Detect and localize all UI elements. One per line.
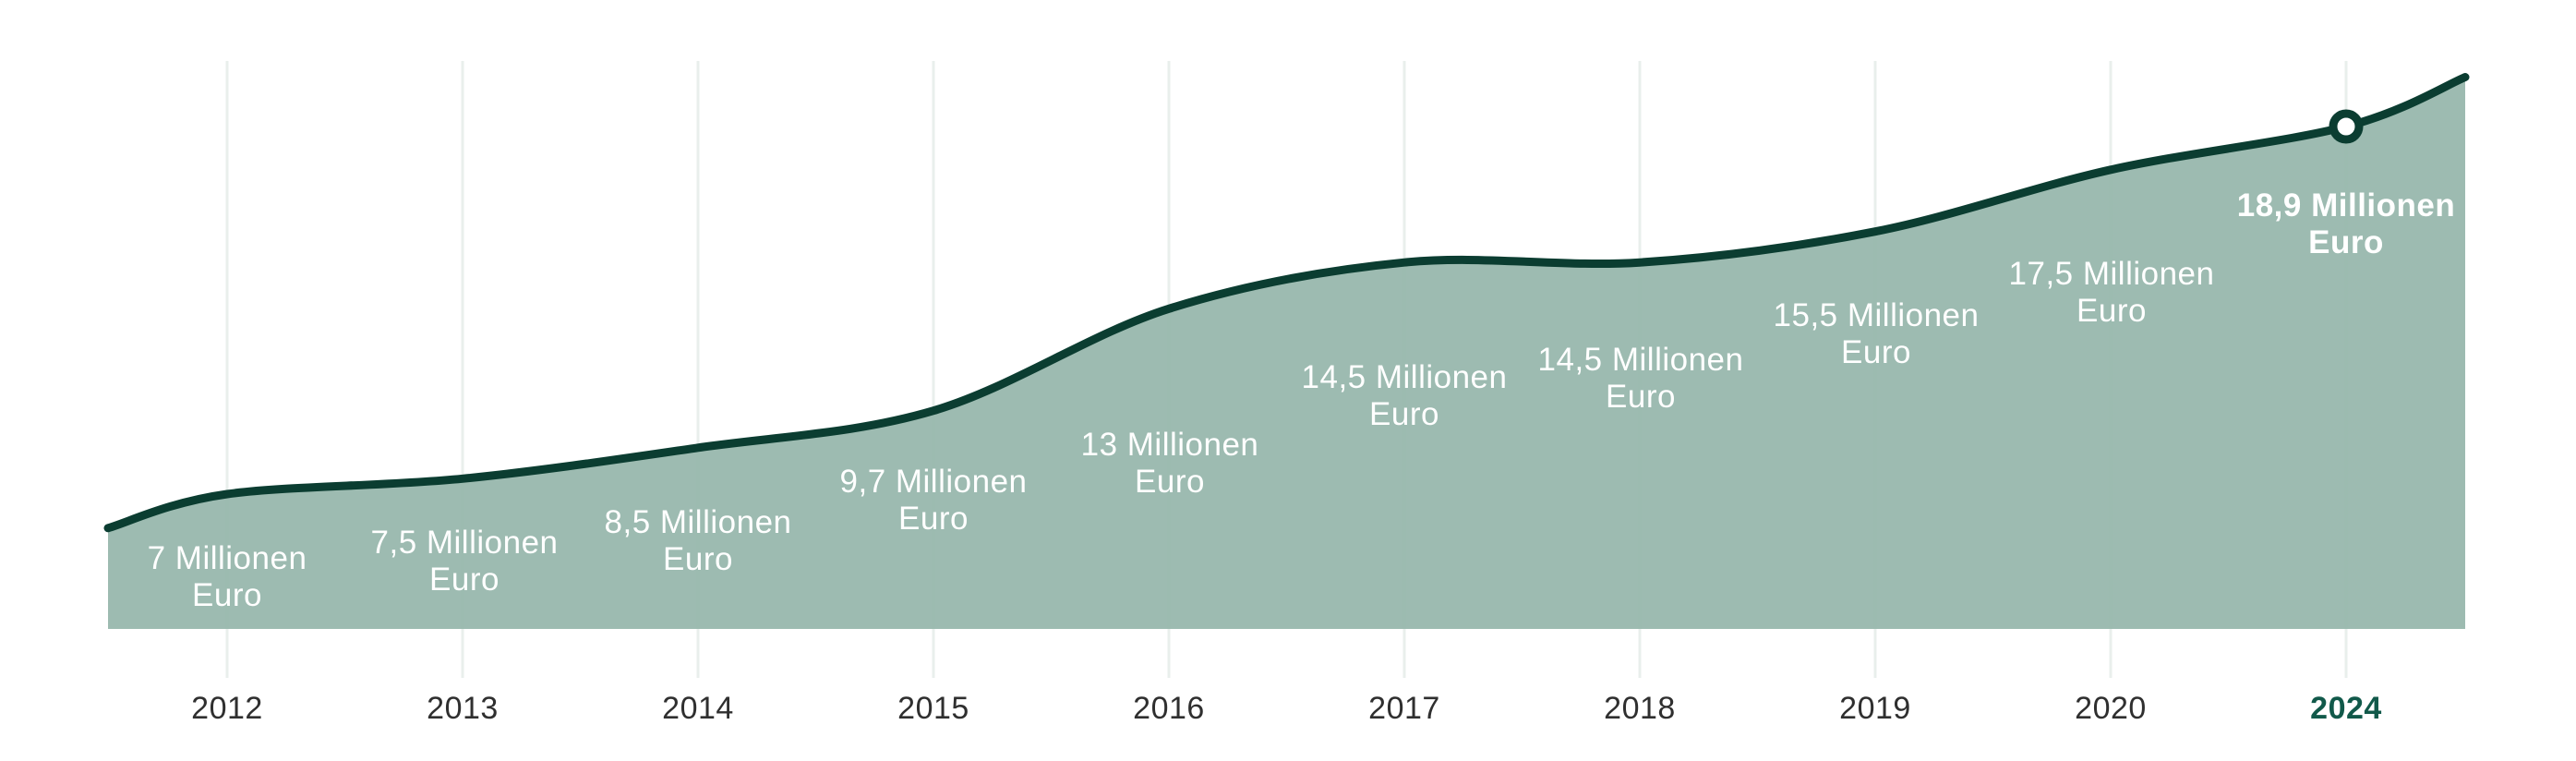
value-label-2014: 8,5 Millionen Euro [605, 504, 792, 578]
value-label-2013: 7,5 Millionen Euro [371, 525, 559, 598]
value-label-line2: Euro [2308, 224, 2384, 260]
value-label-2019: 15,5 Millionen Euro [1774, 297, 1980, 371]
value-label-line1: 17,5 Millionen [2008, 256, 2215, 292]
value-label-line2: Euro [1369, 396, 1439, 432]
revenue-trend-line [103, 73, 2470, 533]
value-label-line1: 14,5 Millionen [1301, 359, 1508, 395]
value-label-line1: 14,5 Millionen [1537, 342, 1744, 378]
value-label-line2: Euro [663, 541, 733, 577]
revenue-area-fill [108, 77, 2465, 629]
value-label-2016: 13 Millionen Euro [1081, 427, 1259, 501]
value-label-line1: 13 Millionen [1080, 427, 1259, 463]
value-label-line1: 7 Millionen [147, 540, 307, 576]
data-point-marker-2024 [2329, 109, 2364, 144]
value-label-2024: 18,9 Millionen Euro [2237, 187, 2456, 261]
axis-label-2013: 2013 [427, 691, 499, 726]
value-label-line2: Euro [1606, 379, 1676, 415]
value-label-2017: 14,5 Millionen Euro [1302, 359, 1508, 433]
value-label-2012: 7 Millionen Euro [148, 540, 307, 614]
value-label-line1: 9,7 Millionen [839, 464, 1028, 500]
value-label-line1: 7,5 Millionen [370, 525, 559, 561]
axis-label-2024: 2024 [2310, 691, 2382, 726]
axis-label-2012: 2012 [191, 691, 263, 726]
axis-label-2016: 2016 [1133, 691, 1205, 726]
value-label-line2: Euro [898, 501, 969, 537]
value-label-line2: Euro [1841, 334, 1911, 370]
value-label-line1: 8,5 Millionen [604, 504, 792, 540]
axis-label-2014: 2014 [662, 691, 734, 726]
value-label-2015: 9,7 Millionen Euro [840, 464, 1028, 538]
value-label-line2: Euro [1135, 464, 1205, 500]
axis-label-2017: 2017 [1368, 691, 1440, 726]
value-label-line2: Euro [192, 577, 262, 613]
value-label-line1: 18,9 Millionen [2236, 187, 2456, 223]
value-label-2018: 14,5 Millionen Euro [1538, 342, 1744, 416]
axis-label-2019: 2019 [1839, 691, 1911, 726]
value-label-line1: 15,5 Millionen [1773, 297, 1980, 333]
axis-label-2015: 2015 [897, 691, 969, 726]
axis-label-2020: 2020 [2075, 691, 2147, 726]
value-label-line2: Euro [2076, 293, 2147, 329]
axis-label-2018: 2018 [1604, 691, 1676, 726]
value-label-line2: Euro [429, 562, 500, 598]
value-label-2020: 17,5 Millionen Euro [2009, 256, 2215, 330]
